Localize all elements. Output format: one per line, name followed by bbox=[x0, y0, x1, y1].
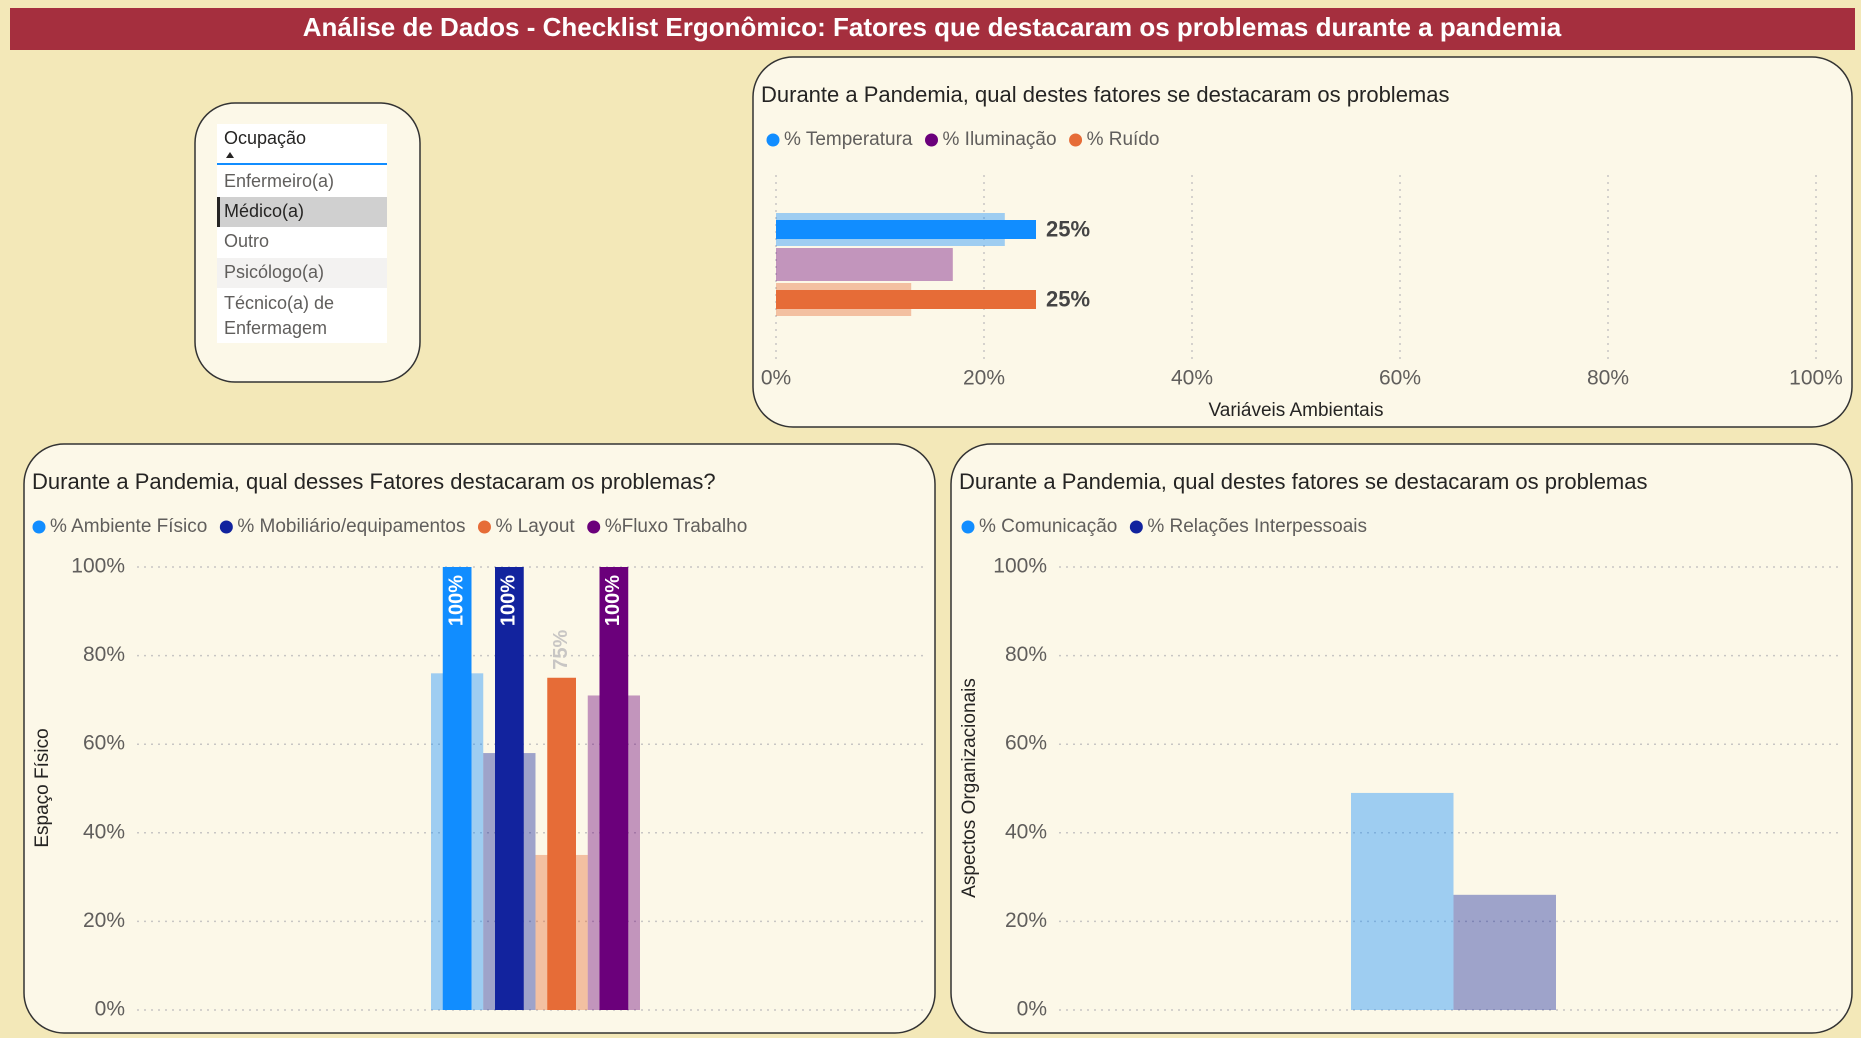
data-label: 75% bbox=[550, 630, 572, 670]
chart-panel bbox=[752, 56, 1853, 428]
legend-dot bbox=[1069, 133, 1083, 147]
y-tick-label: 0% bbox=[1017, 998, 1047, 1021]
y-tick-label: 20% bbox=[83, 909, 125, 932]
chart-title: Durante a Pandemia, qual destes fatores … bbox=[761, 82, 1450, 107]
x-tick-label: 100% bbox=[1789, 367, 1843, 390]
x-tick-label: 60% bbox=[1379, 367, 1421, 390]
chart-panel bbox=[23, 443, 936, 1034]
data-label: 100% bbox=[498, 575, 520, 626]
bar bbox=[495, 567, 524, 1010]
y-tick-label: 40% bbox=[83, 820, 125, 843]
legend-dot bbox=[477, 520, 491, 534]
y-axis-title: Espaço Físico bbox=[32, 728, 53, 847]
slicer-item-bg[interactable] bbox=[217, 227, 387, 257]
slicer-item[interactable]: Médico(a) bbox=[224, 201, 304, 221]
slicer-item-bg[interactable] bbox=[217, 289, 387, 343]
legend-dot bbox=[961, 520, 975, 534]
slicer-item-line: Técnico(a) de bbox=[224, 293, 334, 313]
y-tick-label: 60% bbox=[1005, 732, 1047, 755]
slicer-item[interactable]: Outro bbox=[224, 231, 269, 251]
data-label: 100% bbox=[602, 575, 624, 626]
legend-label: % Relações Interpessoais bbox=[1147, 516, 1367, 537]
legend-dot bbox=[587, 520, 601, 534]
legend-label: % Temperatura bbox=[784, 129, 913, 150]
legend-label: % Layout bbox=[495, 516, 575, 537]
data-label: 25% bbox=[1046, 286, 1090, 311]
legend-dot bbox=[1129, 520, 1143, 534]
slicer-item-bg[interactable] bbox=[217, 167, 387, 197]
y-tick-label: 40% bbox=[1005, 820, 1047, 843]
y-tick-label: 20% bbox=[1005, 909, 1047, 932]
y-tick-label: 60% bbox=[83, 732, 125, 755]
chart-title: Durante a Pandemia, qual desses Fatores … bbox=[32, 469, 716, 494]
legend-label: % Iluminação bbox=[943, 129, 1057, 150]
banner-title: Análise de Dados - Checklist Ergonômico:… bbox=[303, 12, 1562, 42]
slicer-item-bg[interactable] bbox=[217, 197, 387, 227]
bar bbox=[599, 567, 629, 1010]
chart-title: Durante a Pandemia, qual destes fatores … bbox=[959, 469, 1648, 494]
x-tick-label: 80% bbox=[1587, 367, 1629, 390]
y-tick-label: 80% bbox=[83, 643, 125, 666]
x-tick-label: 40% bbox=[1171, 367, 1213, 390]
bar bbox=[776, 290, 1036, 309]
x-tick-label: 0% bbox=[761, 367, 791, 390]
legend-dot bbox=[925, 133, 938, 147]
slicer-title: Ocupação bbox=[224, 128, 306, 148]
legend-dot bbox=[219, 520, 233, 534]
slicer-selection-bar bbox=[217, 197, 220, 227]
bar bbox=[776, 220, 1036, 239]
y-tick-label: 80% bbox=[1005, 643, 1047, 666]
y-tick-label: 0% bbox=[95, 998, 125, 1021]
x-axis-title: Variáveis Ambientais bbox=[1209, 400, 1384, 421]
y-axis-title: Aspectos Organizacionais bbox=[959, 678, 980, 898]
bar-total bbox=[776, 248, 953, 281]
sort-icon bbox=[226, 152, 234, 158]
data-label: 100% bbox=[445, 575, 467, 626]
x-tick-label: 20% bbox=[963, 367, 1005, 390]
slicer-item-line: Enfermagem bbox=[224, 318, 327, 338]
slicer-item[interactable]: Enfermeiro(a) bbox=[224, 171, 334, 191]
slicer-item[interactable]: Técnico(a) de Enfermagem bbox=[224, 293, 334, 338]
data-label: 25% bbox=[1046, 216, 1090, 241]
legend-label: % Mobiliário/equipamentos bbox=[237, 516, 465, 537]
legend-label: % Ruído bbox=[1087, 129, 1160, 150]
legend-dot bbox=[766, 133, 780, 147]
bar-total bbox=[1453, 894, 1556, 1010]
bar bbox=[547, 677, 576, 1010]
y-tick-label: 100% bbox=[993, 555, 1047, 578]
legend-label: %Fluxo Trabalho bbox=[605, 516, 748, 537]
bar bbox=[442, 567, 472, 1010]
bar-total bbox=[1351, 792, 1454, 1010]
legend-label: % Comunicação bbox=[979, 516, 1117, 537]
legend-dot bbox=[32, 520, 46, 534]
legend-label: % Ambiente Físico bbox=[50, 516, 207, 537]
slicer-item-bg[interactable] bbox=[217, 258, 387, 288]
banner bbox=[10, 8, 1855, 50]
y-tick-label: 100% bbox=[71, 555, 125, 578]
chart-panel bbox=[950, 443, 1853, 1034]
slicer-item[interactable]: Psicólogo(a) bbox=[224, 262, 324, 282]
